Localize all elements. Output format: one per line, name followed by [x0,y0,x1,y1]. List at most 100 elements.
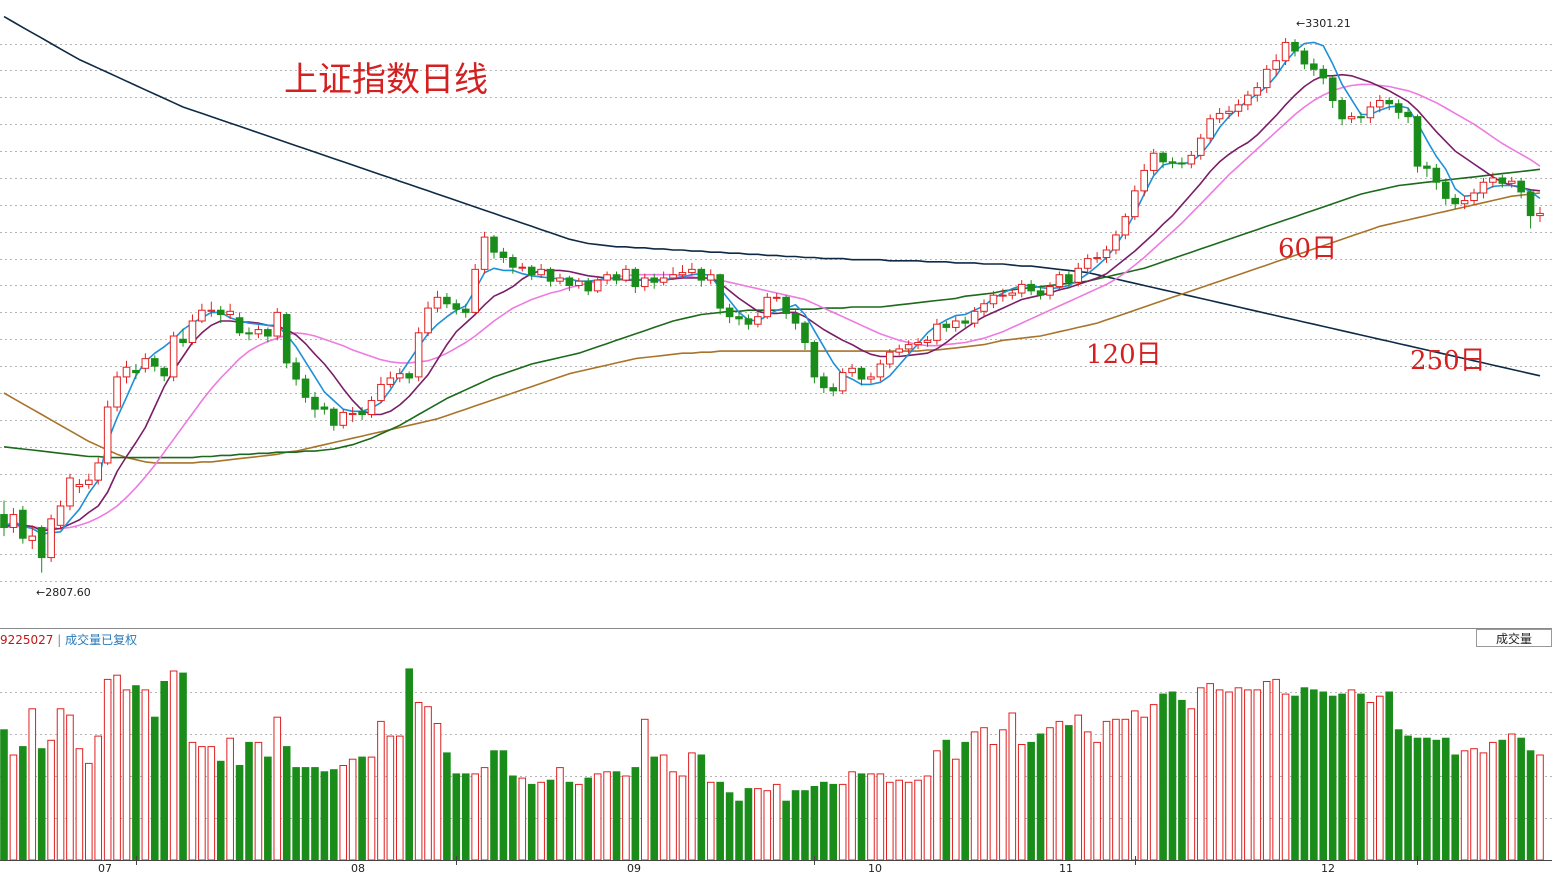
volume-bar-down[interactable] [452,773,461,861]
volume-bar-up[interactable] [838,783,847,861]
volume-bar-up[interactable] [923,775,932,861]
volume-bar-up[interactable] [575,783,583,861]
candle[interactable] [471,263,479,315]
candle[interactable] [1187,151,1196,169]
volume-bar-down[interactable] [1404,735,1412,861]
volume-bar-up[interactable] [1366,702,1375,861]
candle[interactable] [546,267,555,287]
candle[interactable] [358,407,366,420]
candle[interactable] [245,327,253,341]
volume-bar-up[interactable] [867,773,875,861]
volume-bar-up[interactable] [339,765,348,861]
candle[interactable] [659,271,668,286]
volume-bar-up[interactable] [75,748,84,861]
volume-bar-up[interactable] [706,781,715,861]
candle[interactable] [282,312,291,369]
candle[interactable] [999,288,1007,302]
candle[interactable] [198,303,206,324]
candle[interactable] [678,265,687,278]
volume-bar-up[interactable] [66,714,74,861]
candle[interactable] [1310,58,1318,76]
volume-bar-down[interactable] [461,773,470,861]
candle[interactable] [56,500,65,530]
volume-bar-down[interactable] [245,741,253,861]
volume-bar-up[interactable] [980,727,988,861]
volume-bar-down[interactable] [1036,733,1045,861]
candle[interactable] [1423,161,1431,177]
volume-bar-down[interactable] [320,771,329,861]
volume-bar-up[interactable] [1083,731,1092,861]
candle[interactable] [1357,112,1365,124]
candle[interactable] [838,368,847,395]
candle[interactable] [216,305,225,324]
candle[interactable] [1385,97,1394,111]
candle[interactable] [1479,177,1488,199]
volume-bar-up[interactable] [1130,710,1139,861]
volume-bar-up[interactable] [1225,691,1233,861]
volume-bar-down[interactable] [179,672,187,861]
candle[interactable] [103,400,112,466]
volume-bar-down[interactable] [132,685,140,861]
volume-bar-up[interactable] [141,689,150,861]
volume-bar-down[interactable] [1451,754,1459,861]
candle[interactable] [1489,172,1497,188]
candle[interactable] [1376,95,1384,113]
candle[interactable] [1234,99,1243,117]
volume-bar-up[interactable] [386,735,395,861]
volume-bar-down[interactable] [810,786,819,861]
volume-bar-up[interactable] [1460,750,1469,861]
candle[interactable] [772,293,781,302]
candle[interactable] [763,293,772,319]
candle[interactable] [1272,54,1280,76]
candle[interactable] [292,357,300,386]
candle[interactable] [122,360,131,384]
volume-bar-up[interactable] [1187,708,1196,861]
volume-bar-up[interactable] [904,781,913,861]
volume-bar-down[interactable] [527,783,536,861]
candle[interactable] [1046,282,1054,300]
candle[interactable] [1470,188,1478,205]
candle[interactable] [1140,163,1149,197]
volume-bar-up[interactable] [1140,716,1149,861]
candle[interactable] [433,290,442,313]
candle[interactable] [207,301,216,317]
volume-bar-up[interactable] [471,773,479,861]
candle[interactable] [1526,189,1535,229]
volume-bar-down[interactable] [1413,737,1422,861]
volume-bar-up[interactable] [377,720,385,861]
volume-bar-up[interactable] [999,729,1007,861]
volume-bar-up[interactable] [1112,718,1120,861]
volume-bar-down[interactable] [565,781,574,861]
volume-bar-down[interactable] [1159,693,1167,861]
candle[interactable] [1206,114,1214,143]
candle[interactable] [339,409,348,429]
candle[interactable] [188,314,197,345]
volume-bar-down[interactable] [735,800,743,861]
volume-bar-up[interactable] [1281,693,1290,861]
candle[interactable] [923,336,932,347]
candle[interactable] [1149,148,1158,175]
candle[interactable] [169,331,178,382]
volume-bar-down[interactable] [405,668,414,861]
volume-bar-down[interactable] [292,767,300,861]
candle[interactable] [518,262,527,272]
volume-bar-down[interactable] [584,777,593,861]
candle[interactable] [1093,252,1101,263]
candle[interactable] [904,340,913,354]
candle[interactable] [1291,39,1299,57]
volume-bar-up[interactable] [433,723,442,861]
candle[interactable] [575,277,583,289]
candle[interactable] [320,402,329,415]
volume-bar-up[interactable] [47,739,55,861]
volume-bar-down[interactable] [1357,693,1365,861]
candle[interactable] [254,325,263,339]
volume-bar-down[interactable] [725,792,734,861]
volume-bar-down[interactable] [509,775,517,861]
volume-bar-up[interactable] [1008,712,1017,861]
volume-bar-up[interactable] [1479,752,1488,861]
candle[interactable] [1121,213,1130,240]
candle[interactable] [603,271,611,285]
volume-bar-down[interactable] [160,681,168,861]
candle[interactable] [1451,194,1459,210]
volume-bar-down[interactable] [791,790,800,861]
